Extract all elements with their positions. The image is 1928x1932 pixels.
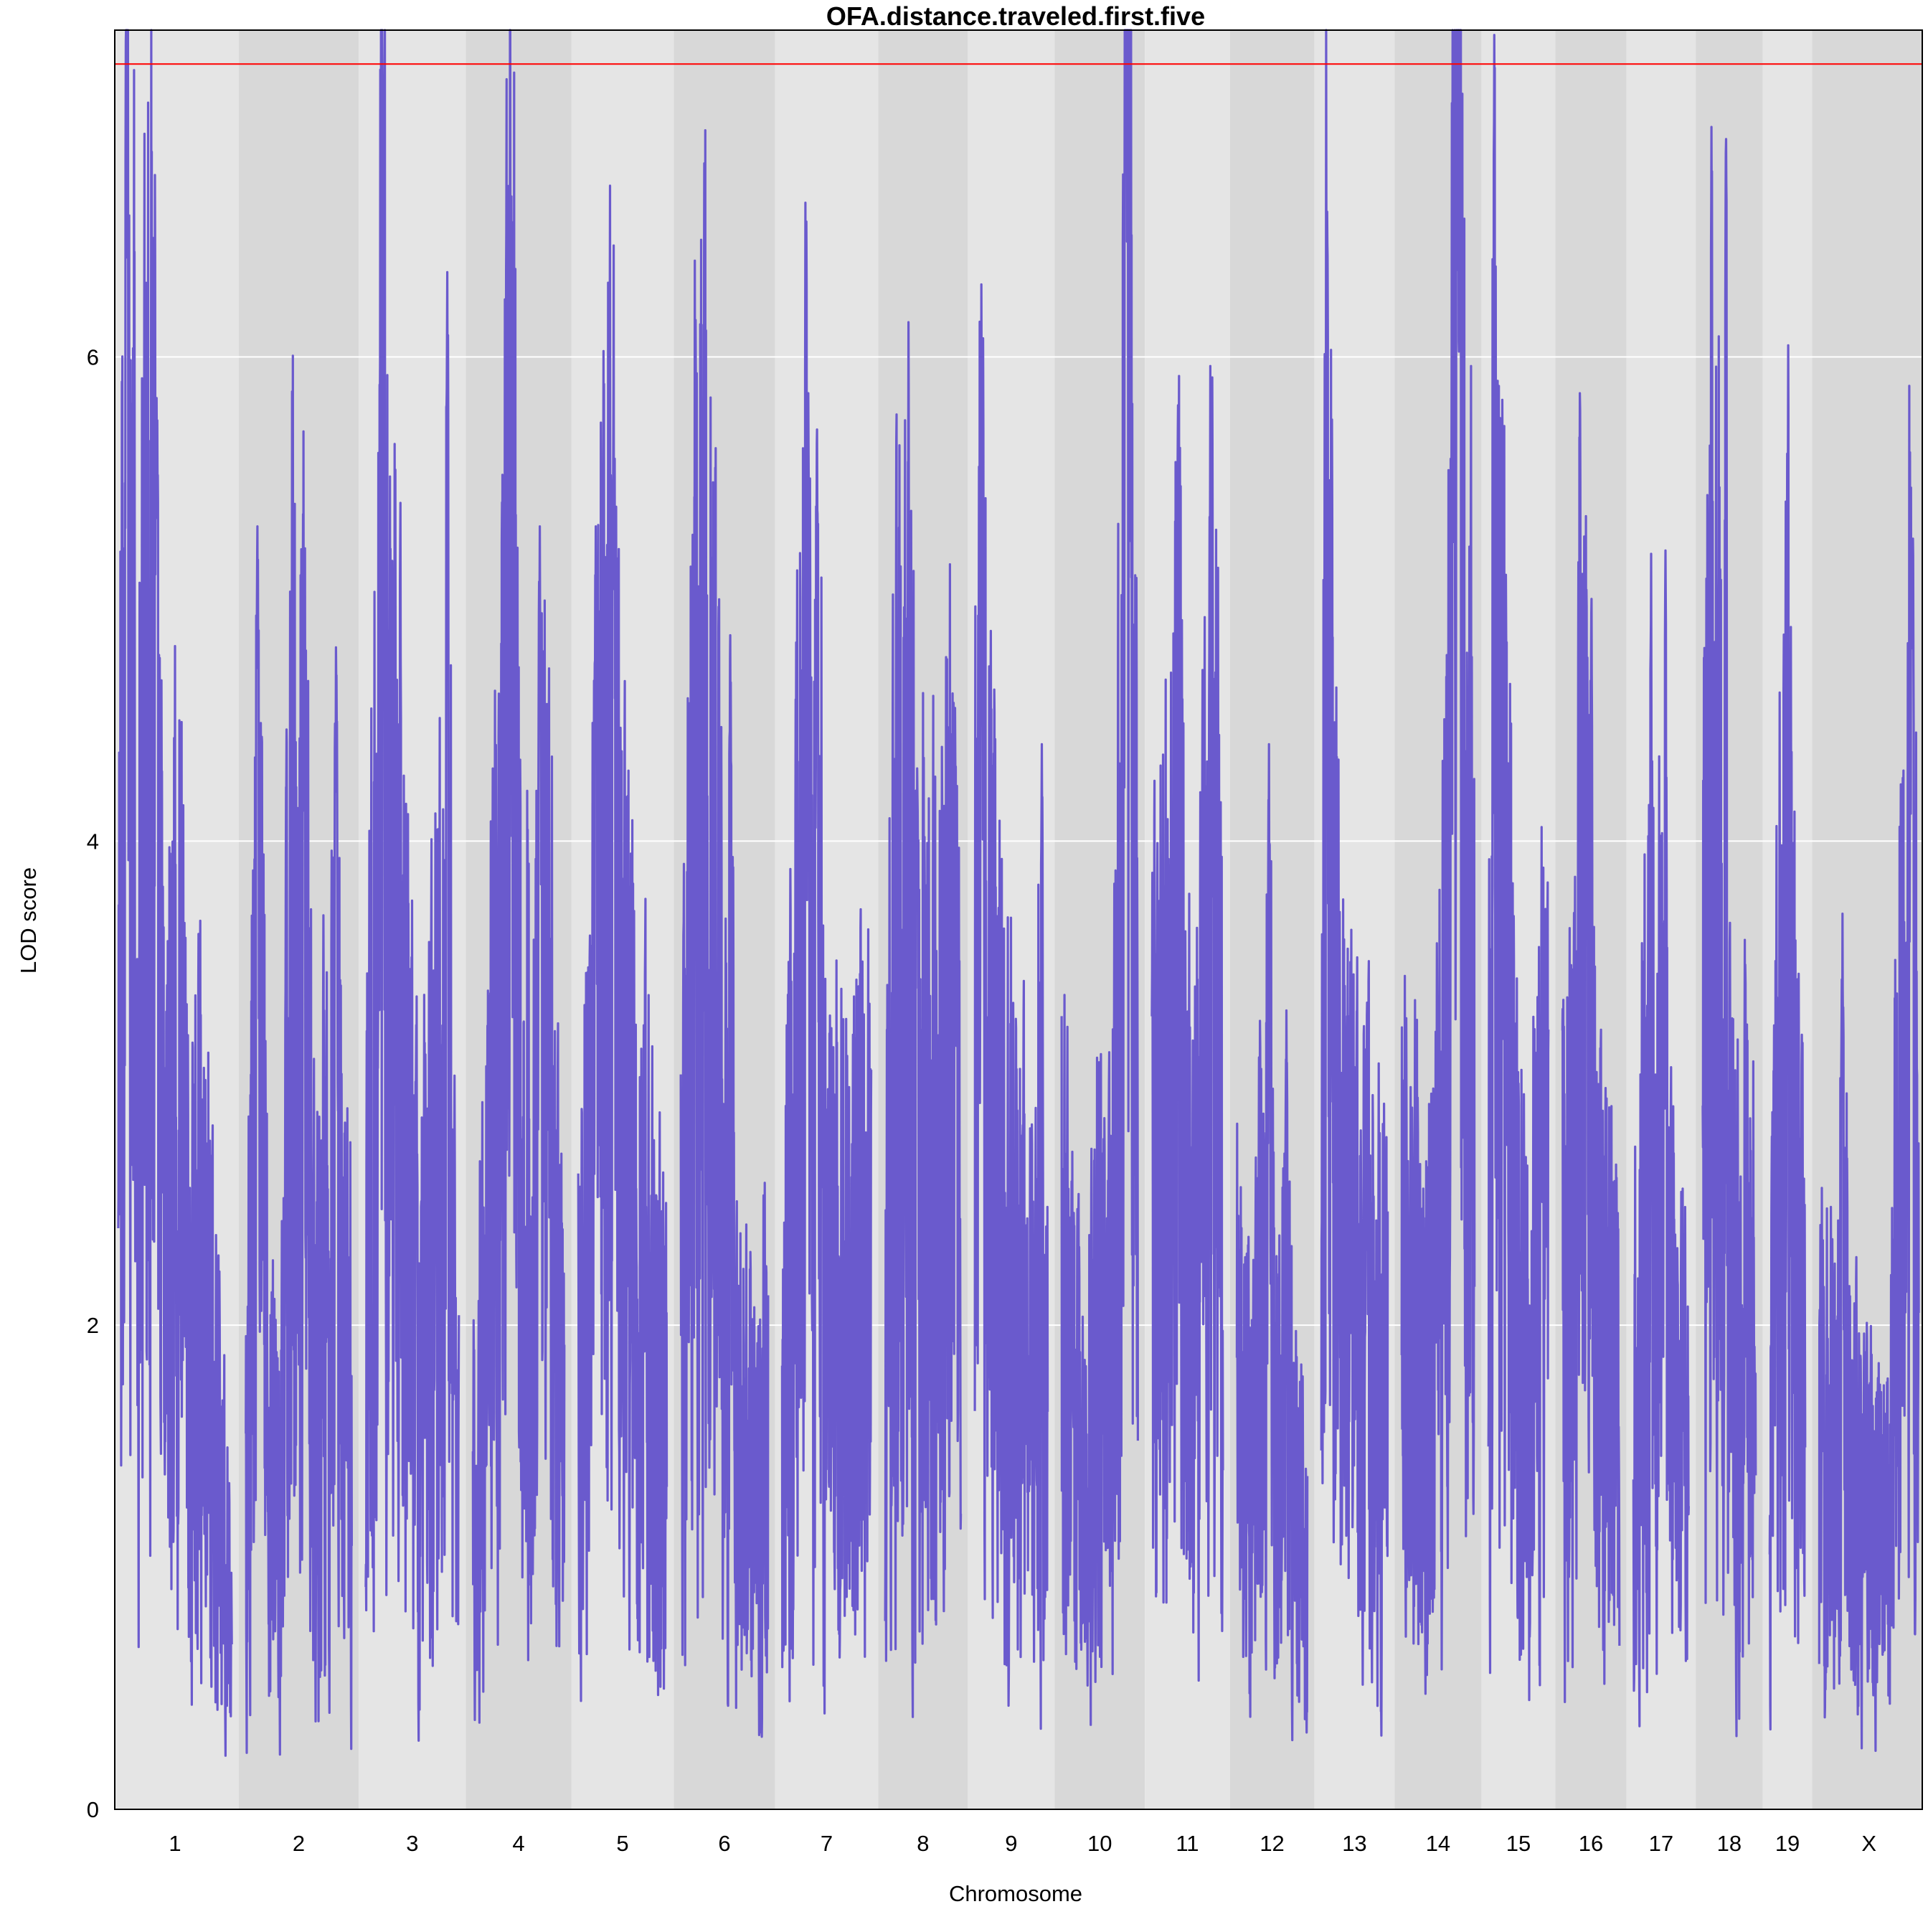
plot-frame bbox=[114, 29, 1923, 1810]
x-tick-label: 12 bbox=[1260, 1831, 1284, 1856]
x-tick-label: 1 bbox=[169, 1831, 181, 1856]
y-axis-ticks: 0 2 4 6 bbox=[87, 345, 99, 1822]
x-tick-label: 6 bbox=[718, 1831, 730, 1856]
lod-line-chr-4 bbox=[471, 29, 566, 1724]
y-tick-label: 2 bbox=[87, 1313, 99, 1338]
lod-line-chr-2 bbox=[245, 354, 353, 1756]
lod-line-chr-10 bbox=[1060, 29, 1140, 1726]
lod-line-chr-13 bbox=[1320, 29, 1389, 1737]
lod-line-chr-1 bbox=[117, 29, 233, 1757]
x-tick-label: 2 bbox=[293, 1831, 305, 1856]
x-tick-label: 9 bbox=[1005, 1831, 1017, 1856]
lod-line-chr-18 bbox=[1701, 126, 1757, 1738]
x-tick-label: 15 bbox=[1506, 1831, 1531, 1856]
lod-line-chr-11 bbox=[1150, 364, 1224, 1682]
lod-series bbox=[117, 29, 1920, 1757]
x-axis-label: Chromosome bbox=[949, 1881, 1082, 1906]
lod-line-chr-16 bbox=[1561, 392, 1621, 1703]
lod-line-chr-14 bbox=[1400, 29, 1476, 1695]
lod-line-chr-5 bbox=[577, 184, 668, 1702]
lod-line-chr-7 bbox=[780, 202, 873, 1715]
lod-line-chr-12 bbox=[1235, 743, 1309, 1742]
x-tick-label: 18 bbox=[1717, 1831, 1742, 1856]
x-tick-label: 14 bbox=[1426, 1831, 1450, 1856]
x-tick-label: 10 bbox=[1087, 1831, 1112, 1856]
x-tick-label: X bbox=[1861, 1831, 1876, 1856]
x-tick-label: 11 bbox=[1176, 1831, 1199, 1856]
x-tick-label: 17 bbox=[1649, 1831, 1673, 1856]
lod-line-chr-6 bbox=[679, 129, 770, 1738]
x-axis-ticks: 1 2 3 4 5 6 7 8 9 10 11 12 13 14 15 16 17 18 19 X bbox=[169, 1831, 1876, 1856]
lod-line-chr-8 bbox=[884, 321, 963, 1718]
x-tick-label: 3 bbox=[406, 1831, 418, 1856]
lod-line-chr-X bbox=[1818, 385, 1920, 1752]
y-axis-label: LOD score bbox=[16, 867, 41, 974]
chart-title: OFA.distance.traveled.first.five bbox=[826, 1, 1205, 31]
x-tick-label: 4 bbox=[512, 1831, 524, 1856]
x-tick-label: 7 bbox=[821, 1831, 833, 1856]
lod-line-chr-9 bbox=[973, 283, 1049, 1730]
lod-line-chr-3 bbox=[364, 29, 460, 1742]
y-tick-label: 4 bbox=[87, 829, 99, 854]
x-tick-label: 16 bbox=[1579, 1831, 1603, 1856]
x-tick-label: 5 bbox=[616, 1831, 628, 1856]
y-tick-label: 0 bbox=[87, 1797, 99, 1822]
x-tick-label: 13 bbox=[1342, 1831, 1366, 1856]
lod-line-chr-17 bbox=[1632, 549, 1690, 1728]
x-tick-label: 8 bbox=[917, 1831, 929, 1856]
lod-line-chr-19 bbox=[1768, 344, 1807, 1731]
y-tick-label: 6 bbox=[87, 345, 99, 370]
x-tick-label: 19 bbox=[1775, 1831, 1800, 1856]
lod-line-chr-15 bbox=[1487, 34, 1550, 1702]
